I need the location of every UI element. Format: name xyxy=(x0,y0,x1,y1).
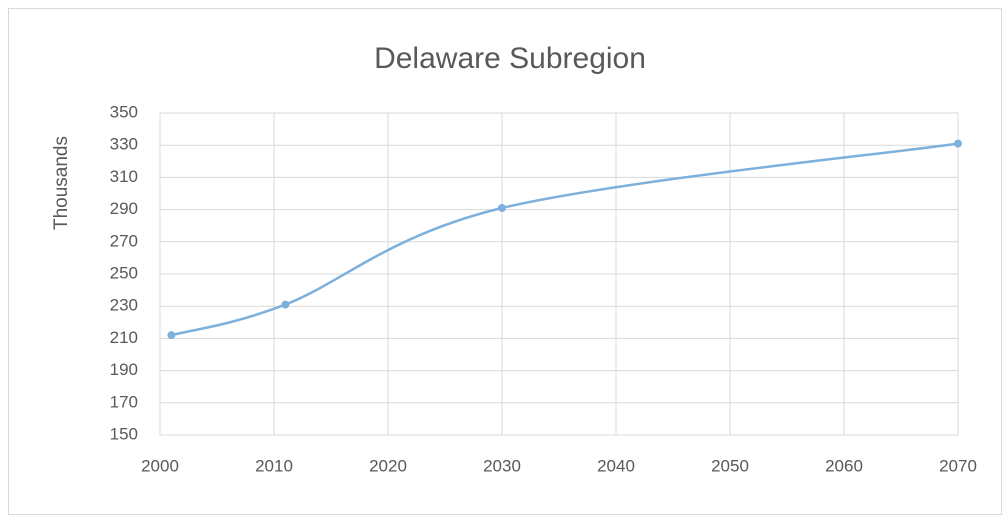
point xyxy=(954,139,962,148)
point xyxy=(167,331,176,340)
x-tick-label: 2010 xyxy=(255,456,293,475)
y-tick-label: 270 xyxy=(110,231,138,250)
y-tick-label: 250 xyxy=(110,263,138,282)
y-tick-label: 230 xyxy=(110,296,138,315)
y-tick-label: 310 xyxy=(110,167,138,186)
line xyxy=(171,142,959,337)
x-tick-label: 2050 xyxy=(711,456,749,475)
x-tick-label: 2030 xyxy=(483,456,521,475)
y-axis-label: Thousands xyxy=(51,136,72,230)
chart-frame xyxy=(8,8,1002,515)
y-tick-label: 330 xyxy=(110,135,138,154)
x-tick-label: 2070 xyxy=(939,456,977,475)
chart-title: Delaware Subregion xyxy=(374,42,646,75)
point xyxy=(498,203,506,212)
x-tick-label: 2020 xyxy=(369,456,407,475)
y-tick-label: 350 xyxy=(110,102,138,121)
x-tick-label: 2000 xyxy=(141,456,179,475)
point xyxy=(281,300,290,309)
x-tick-label: 2040 xyxy=(597,456,635,475)
y-tick-label: 210 xyxy=(110,328,138,347)
y-tick-label: 290 xyxy=(110,199,138,218)
y-tick-label: 170 xyxy=(110,392,138,411)
y-tick-label: 150 xyxy=(110,424,138,443)
x-tick-label: 2060 xyxy=(825,456,863,475)
y-tick-label: 190 xyxy=(110,360,138,379)
